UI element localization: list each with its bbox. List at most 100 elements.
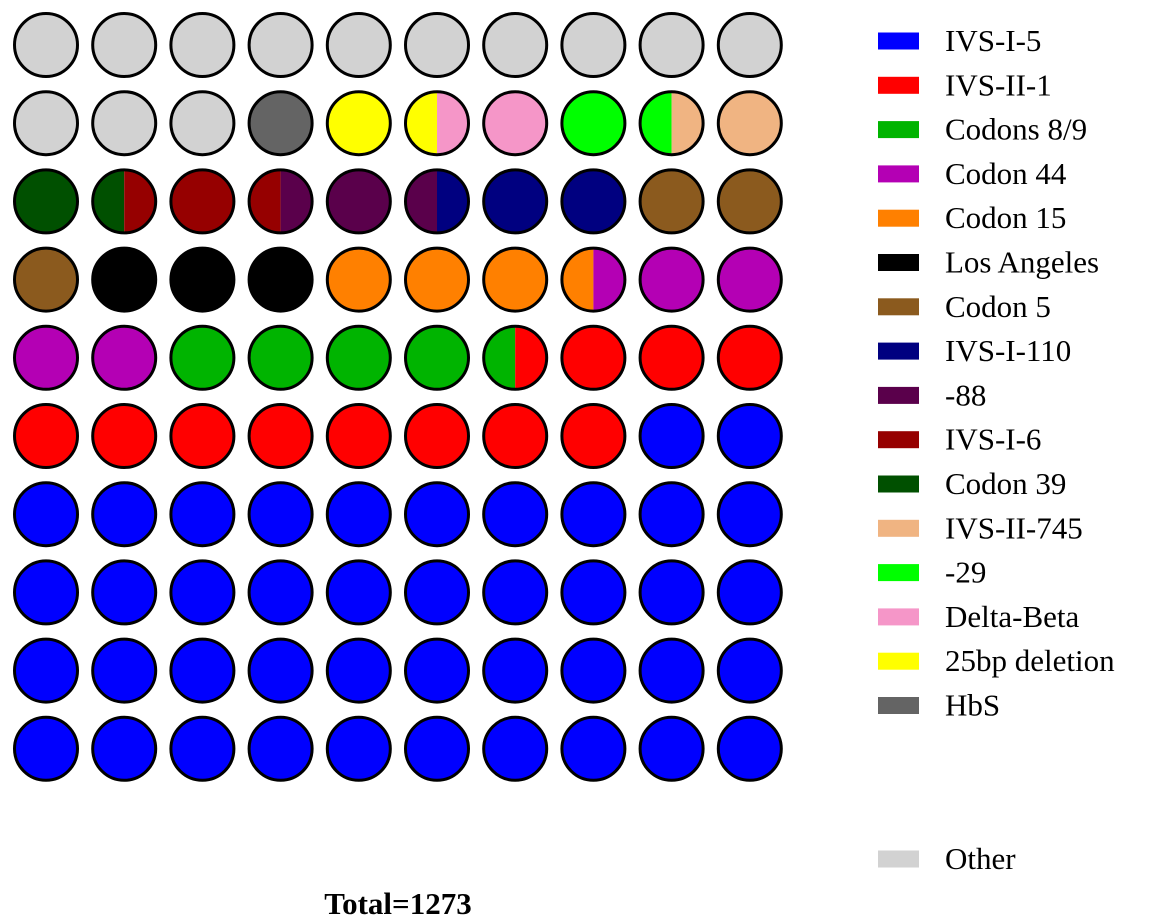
waffle-cell bbox=[247, 481, 314, 548]
waffle-cell bbox=[560, 481, 627, 548]
legend-item-ivs-i-6: IVS-I-6 bbox=[878, 422, 1041, 457]
legend-swatch bbox=[878, 32, 919, 50]
cell-fill-other bbox=[405, 13, 469, 77]
cell-outline bbox=[13, 559, 79, 626]
cell-fill-codons-8-9 bbox=[405, 326, 469, 390]
waffle-cell bbox=[325, 481, 392, 548]
cell-outline bbox=[560, 12, 627, 78]
cell-half-right-ivs-ii-745 bbox=[671, 91, 704, 155]
cell-outline bbox=[247, 637, 314, 704]
cell-outline bbox=[482, 246, 549, 313]
legend-label: Codon 39 bbox=[945, 466, 1066, 501]
waffle-cell bbox=[482, 90, 549, 157]
legend-swatch bbox=[878, 298, 919, 316]
cell-outline bbox=[325, 637, 392, 704]
waffle-cell bbox=[560, 246, 627, 313]
waffle-cell bbox=[482, 403, 549, 469]
legend-item-codon-44: Codon 44 bbox=[878, 156, 1067, 191]
legend-item-other: Other bbox=[878, 841, 1016, 876]
waffle-cell bbox=[638, 637, 705, 704]
cell-outline bbox=[716, 12, 783, 78]
cell-fill-ivs-ii-1 bbox=[249, 404, 313, 468]
legend-item-ivs-i-110: IVS-I-110 bbox=[878, 333, 1071, 368]
legend-swatch bbox=[878, 431, 919, 449]
cell-fill-ivs-i-5 bbox=[170, 482, 234, 546]
waffle-cell bbox=[325, 324, 392, 391]
cell-fill-ivs-ii-1 bbox=[14, 404, 78, 468]
cell-fill-ivs-i-5 bbox=[561, 560, 625, 624]
waffle-cell bbox=[404, 559, 470, 626]
legend-item-ivs-ii-745: IVS-II-745 bbox=[878, 510, 1083, 545]
waffle-cell bbox=[13, 715, 79, 782]
cell-fill-codon-44 bbox=[718, 248, 782, 312]
waffle-cell bbox=[404, 168, 470, 235]
cell-outline bbox=[482, 559, 549, 626]
waffle-cell bbox=[91, 403, 158, 469]
cell-half-right-ivs-ii-1 bbox=[515, 326, 547, 390]
cell-outline bbox=[325, 715, 392, 782]
legend-item-codon-15: Codon 15 bbox=[878, 200, 1066, 235]
cell-fill-ivs-i-110 bbox=[483, 169, 547, 233]
legend-label: IVS-I-5 bbox=[945, 23, 1041, 58]
waffle-cell bbox=[638, 324, 705, 391]
legend-swatch bbox=[878, 519, 919, 537]
cell-outline bbox=[404, 481, 470, 548]
waffle-cell bbox=[716, 559, 783, 626]
waffle-cell bbox=[482, 481, 549, 548]
waffle-cell bbox=[247, 403, 314, 469]
cell-outline bbox=[638, 90, 705, 157]
waffle-cell bbox=[638, 481, 705, 548]
waffle-cell bbox=[560, 168, 627, 235]
cell-outline bbox=[169, 715, 236, 782]
waffle-cell bbox=[91, 90, 158, 157]
cell-outline bbox=[169, 168, 236, 235]
waffle-cell bbox=[247, 715, 314, 782]
cell-outline bbox=[13, 324, 79, 391]
legend-item-ivs-ii-1: IVS-II-1 bbox=[878, 67, 1052, 102]
waffle-cell bbox=[638, 403, 705, 469]
waffle-cell bbox=[13, 12, 79, 78]
waffle-cell bbox=[404, 715, 470, 782]
waffle-cell bbox=[91, 637, 158, 704]
waffle-cell bbox=[169, 324, 236, 391]
waffle-cell bbox=[13, 403, 79, 469]
cell-outline bbox=[638, 403, 705, 469]
cell-fill-25bp-deletion bbox=[327, 91, 391, 155]
waffle-cell bbox=[169, 12, 236, 78]
legend-label: IVS-II-1 bbox=[945, 67, 1052, 102]
cell-outline bbox=[716, 481, 783, 548]
cell-fill-ivs-ii-1 bbox=[483, 404, 547, 468]
cell-fill-ivs-i-5 bbox=[327, 717, 391, 781]
waffle-cell bbox=[560, 637, 627, 704]
cell-outline bbox=[325, 481, 392, 548]
cell-fill-ivs-i-5 bbox=[92, 639, 156, 703]
cell-outline bbox=[91, 481, 158, 548]
waffle-cell bbox=[482, 12, 549, 78]
cell-fill-codon-44 bbox=[14, 326, 78, 390]
cell-fill-codon-15 bbox=[405, 248, 469, 312]
cell-fill-ivs-i-5 bbox=[249, 482, 313, 546]
cell-fill-ivs-i-5 bbox=[483, 560, 547, 624]
waffle-grid bbox=[13, 12, 783, 782]
waffle-cell bbox=[13, 637, 79, 704]
waffle-cell bbox=[716, 637, 783, 704]
cell-fill-ivs-i-5 bbox=[718, 560, 782, 624]
waffle-cell bbox=[404, 324, 470, 391]
cell-outline bbox=[560, 90, 627, 157]
waffle-cell bbox=[638, 90, 705, 157]
waffle-cell bbox=[91, 246, 158, 313]
cell-outline bbox=[404, 559, 470, 626]
cell-outline bbox=[13, 90, 79, 157]
waffle-cell bbox=[560, 324, 627, 391]
legend-swatch bbox=[878, 564, 919, 582]
waffle-cell bbox=[404, 12, 470, 78]
waffle-cell bbox=[247, 246, 314, 313]
cell-fill-codons-8-9 bbox=[170, 326, 234, 390]
cell-outline bbox=[13, 481, 79, 548]
cell-outline bbox=[91, 90, 158, 157]
legend-swatch bbox=[878, 386, 919, 404]
legend-item-codons-8-9: Codons 8/9 bbox=[878, 112, 1087, 147]
legend-swatch bbox=[878, 254, 919, 271]
cell-outline bbox=[404, 403, 470, 469]
